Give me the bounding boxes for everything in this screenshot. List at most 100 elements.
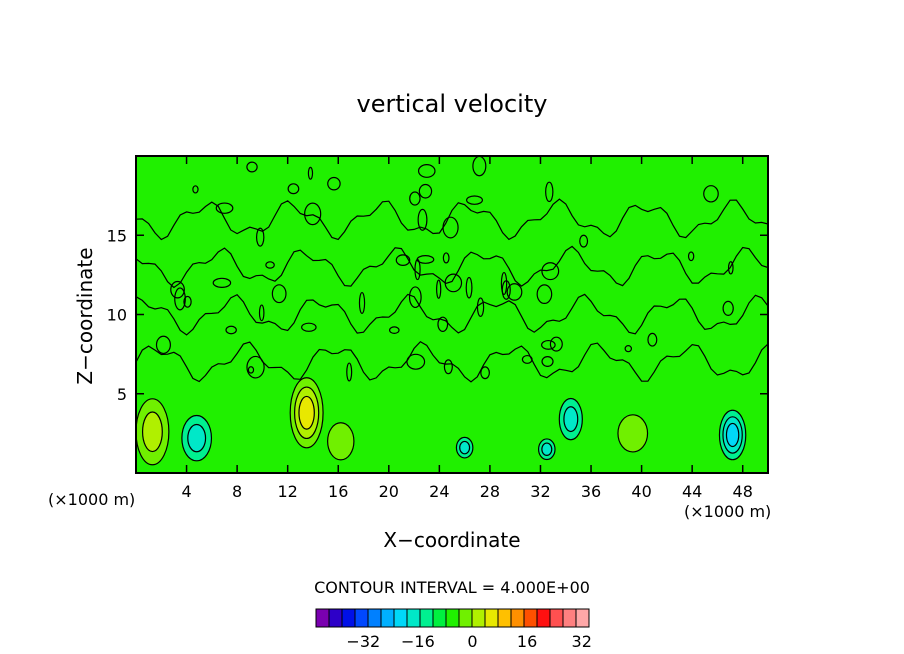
contour-line (135, 245, 769, 289)
x-axis-label: X−coordinate (383, 528, 520, 552)
contour-loop (265, 261, 275, 269)
colorbar-swatch (328, 608, 343, 628)
contour-loop (727, 261, 734, 275)
contour-loop (327, 176, 341, 191)
colorbar-tick-label: 32 (572, 632, 592, 651)
contour-cell-5-1 (563, 406, 579, 433)
x-tick-label: 4 (181, 482, 191, 501)
colorbar-swatch (536, 608, 551, 628)
contour-loop (358, 291, 366, 315)
field-background (136, 156, 768, 473)
colorbar-swatch (380, 608, 395, 628)
x-tick-label: 28 (480, 482, 500, 501)
contour-loop (409, 191, 421, 206)
x-tick-label: 24 (429, 482, 449, 501)
contour-loop (346, 362, 353, 382)
contour-loop (417, 164, 436, 178)
colorbar-swatch (406, 608, 421, 628)
contour-loop (536, 284, 553, 305)
x-tick-label: 44 (682, 482, 702, 501)
contour-loop (541, 262, 560, 281)
contour-cell-2-0 (327, 422, 355, 461)
colorbar-swatch (471, 608, 486, 628)
contour-cell-8-1 (541, 442, 553, 457)
contour-line (135, 293, 769, 336)
contour-loop (388, 326, 400, 334)
colorbar-swatch (341, 608, 356, 628)
contour-loop (416, 255, 435, 264)
contour-loop (437, 316, 449, 332)
contour-loop (212, 277, 232, 288)
contour-field (135, 156, 768, 473)
contour-loop (624, 345, 633, 353)
contour-lines (135, 155, 769, 383)
contour-line (135, 198, 769, 241)
contour-loop (647, 332, 658, 347)
x-axis-ticks: 4 8 12 16 20 24 28 32 36 40 44 48 (181, 156, 753, 501)
x-unit-right: (×1000 m) (684, 502, 771, 521)
contour-cell-4-1 (187, 423, 207, 453)
colorbar-tick-label: −32 (346, 632, 380, 651)
colorbar-swatch (575, 608, 590, 628)
contour-cell-7-1 (459, 440, 471, 455)
contour-line (135, 340, 769, 383)
contour-loop (170, 280, 185, 299)
contour-loop (192, 185, 199, 194)
contour-loop (506, 283, 523, 301)
contour-loop (442, 252, 450, 264)
colorbar-swatch (354, 608, 369, 628)
colorbar-tick-labels: −32 −16 0 16 32 (346, 632, 591, 651)
contour-loop (476, 297, 485, 317)
colorbar-swatch (484, 608, 499, 628)
y-tick-label: 15 (107, 226, 127, 245)
contour-loop (545, 181, 554, 203)
colorbar-swatch (393, 608, 408, 628)
contour-loop (395, 254, 411, 266)
contour-interval-text: CONTOUR INTERVAL = 4.000E+00 (314, 578, 590, 597)
contour-loop (436, 279, 442, 299)
contour-loop (174, 287, 186, 311)
x-unit-left: (×1000 m) (48, 490, 135, 509)
contour-loop (549, 336, 563, 352)
colorbar-swatch (445, 608, 460, 628)
contour-loop (225, 325, 237, 335)
colorbar-swatch (367, 608, 382, 628)
y-tick-label: 10 (107, 306, 127, 325)
chart-title: vertical velocity (357, 90, 548, 118)
contour-loop (247, 366, 255, 374)
x-tick-label: 8 (232, 482, 242, 501)
colorbar-swatch (497, 608, 512, 628)
x-tick-label: 48 (733, 482, 753, 501)
y-axis-label: Z−coordinate (73, 247, 97, 384)
colorbar-swatch (523, 608, 538, 628)
x-tick-label: 12 (278, 482, 298, 501)
colorbar-swatch (315, 608, 330, 628)
contour-loop (417, 208, 428, 231)
contour-loop (255, 227, 265, 247)
x-tick-label: 20 (379, 482, 399, 501)
contour-loop (246, 161, 258, 173)
contour-loop (703, 185, 719, 203)
contour-loop (304, 202, 322, 226)
contour-loop (307, 166, 314, 180)
colorbar-swatch (562, 608, 577, 628)
colorbar-swatch (458, 608, 473, 628)
contour-loop (246, 355, 265, 379)
contour-loop (466, 195, 484, 205)
contour-loop (687, 251, 695, 262)
colorbar-swatch (549, 608, 564, 628)
x-tick-label: 40 (631, 482, 651, 501)
colorbar-swatch (419, 608, 434, 628)
contour-loop (408, 286, 422, 309)
colorbar-swatch (432, 608, 447, 628)
contour-loop (271, 284, 287, 304)
contour-loop (465, 276, 473, 299)
contour-loop (418, 183, 433, 199)
colorbar-tick-label: −16 (401, 632, 435, 651)
contour-cell-3-0 (617, 414, 649, 453)
colorbar-tick-label: 0 (467, 632, 477, 651)
contour-loop (480, 366, 490, 380)
y-axis-ticks: 5 10 15 (107, 226, 768, 404)
x-tick-label: 16 (328, 482, 348, 501)
